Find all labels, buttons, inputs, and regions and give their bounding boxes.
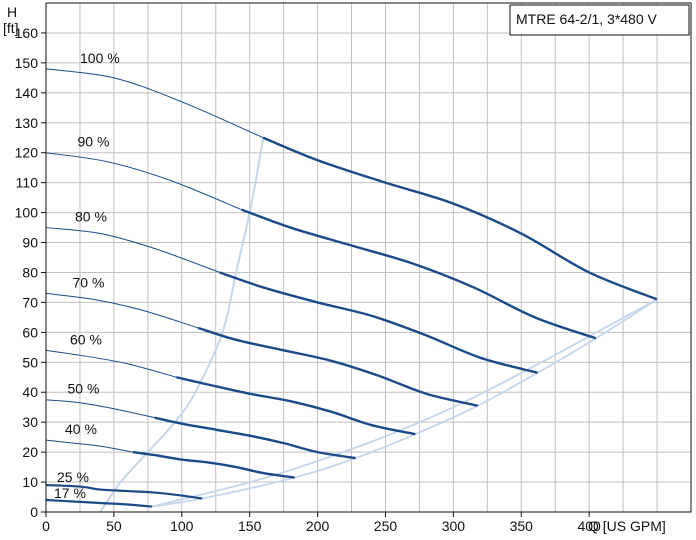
y-tick-label: 10 — [22, 474, 38, 490]
axis-ticks: 0 50 100 150 200 250 300 350 400 0 10 20 30 40 50 60 70 8… — [15, 25, 601, 534]
curve-label: 25 % — [57, 469, 89, 485]
series-line-thin — [45, 349, 177, 378]
grid — [46, 3, 691, 512]
y-tick-label: 0 — [30, 504, 38, 520]
y-tick-label: 30 — [22, 414, 38, 430]
y-axis-label-unit: [ft] — [3, 20, 19, 36]
y-tick-label: 160 — [15, 25, 39, 41]
series-line-thin — [45, 227, 220, 273]
x-tick-label: 350 — [510, 518, 534, 534]
y-tick-label: 60 — [22, 324, 38, 340]
x-tick-label: 200 — [306, 518, 330, 534]
curve-label: 70 % — [73, 274, 105, 290]
y-tick-label: 40 — [22, 384, 38, 400]
x-tick-label: 300 — [442, 518, 466, 534]
curve-label: 50 % — [68, 381, 100, 397]
y-axis-label-h: H — [7, 4, 17, 20]
series-line-thin — [45, 68, 264, 139]
series-line-thin — [45, 399, 155, 419]
curve-label: 90 % — [78, 134, 110, 150]
curve-label: 80 % — [75, 209, 107, 225]
y-tick-label: 110 — [16, 175, 39, 191]
series-line — [176, 376, 416, 436]
legend: MTRE 64-2/1, 3*480 V — [509, 4, 690, 36]
y-tick-label: 80 — [22, 264, 38, 280]
series-line — [197, 326, 479, 407]
series-line — [154, 416, 356, 460]
y-tick-label: 130 — [15, 115, 39, 131]
x-axis-label: Q [US GPM] — [588, 518, 666, 534]
boundary-line — [99, 137, 265, 513]
y-tick-label: 20 — [22, 444, 38, 460]
curve-label: 100 % — [80, 50, 120, 66]
series-line-thin — [45, 292, 199, 329]
speed-curves — [45, 68, 658, 508]
x-tick-label: 250 — [374, 518, 398, 534]
y-tick-label: 90 — [22, 235, 38, 251]
series-line — [262, 136, 658, 301]
curve-label: 17 % — [54, 485, 86, 501]
legend-box — [509, 4, 690, 36]
y-tick-label: 70 — [22, 294, 38, 310]
x-tick-label: 400 — [577, 518, 601, 534]
x-tick-label: 0 — [42, 518, 50, 534]
curve-label: 40 % — [65, 421, 97, 437]
y-tick-label: 120 — [15, 145, 39, 161]
boundary-line — [151, 298, 658, 508]
series-line-thin — [45, 152, 242, 211]
curve-label: 60 % — [70, 331, 102, 347]
curve-labels: 100 % 90 % 80 % 70 % 60 % 50 % 40 % 25 %17 % — [54, 50, 120, 501]
y-tick-label: 140 — [15, 85, 39, 101]
x-tick-label: 100 — [170, 518, 194, 534]
x-tick-label: 50 — [106, 518, 122, 534]
series-line-thin — [45, 439, 134, 453]
y-tick-label: 50 — [22, 354, 38, 370]
y-tick-label: 100 — [15, 205, 39, 221]
legend-title: MTRE 64-2/1, 3*480 V — [516, 11, 658, 27]
series-line — [241, 208, 597, 340]
series-line — [219, 271, 538, 374]
y-tick-label: 150 — [15, 55, 39, 71]
series-line — [132, 450, 295, 479]
series-line — [45, 498, 153, 508]
plot-frame — [45, 2, 692, 513]
x-tick-label: 150 — [238, 518, 262, 534]
series-line — [45, 483, 203, 500]
